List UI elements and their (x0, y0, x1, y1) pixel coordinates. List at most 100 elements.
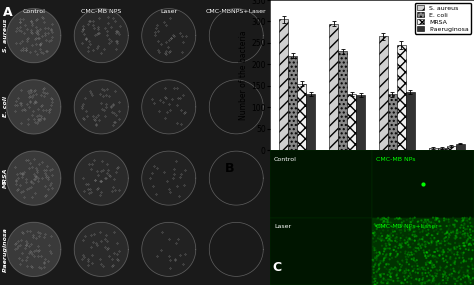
Point (435, 239, 442, 243)
Point (401, 227, 409, 231)
Text: CMC-MB NPs+Laser: CMC-MB NPs+Laser (376, 224, 438, 229)
Point (432, 274, 439, 278)
Point (376, 237, 384, 242)
Point (416, 265, 424, 270)
Point (381, 223, 389, 227)
Point (452, 235, 460, 240)
Point (406, 270, 414, 275)
Point (420, 256, 428, 260)
Point (424, 233, 431, 237)
Point (456, 268, 464, 273)
Point (397, 217, 405, 221)
Point (383, 252, 391, 256)
Point (447, 248, 455, 252)
Point (446, 272, 453, 277)
Point (431, 218, 439, 223)
Point (378, 281, 386, 285)
Point (386, 224, 393, 229)
Polygon shape (74, 9, 128, 63)
Point (403, 260, 410, 264)
Point (424, 265, 431, 270)
Point (404, 252, 411, 257)
Point (460, 223, 467, 228)
Point (431, 228, 438, 232)
Point (435, 216, 442, 221)
Bar (270, 217, 372, 285)
Point (453, 229, 460, 233)
Point (428, 263, 436, 267)
Point (453, 231, 460, 235)
Point (411, 234, 419, 239)
Point (380, 260, 387, 264)
Point (466, 227, 474, 232)
Point (393, 216, 401, 220)
Point (402, 255, 410, 259)
Point (424, 240, 431, 245)
Point (369, 274, 376, 279)
Point (468, 262, 474, 267)
Point (404, 227, 411, 232)
Point (442, 258, 449, 262)
Point (400, 267, 408, 272)
Point (448, 271, 456, 276)
Point (447, 242, 454, 246)
Point (445, 235, 453, 240)
Point (409, 218, 416, 223)
Point (408, 250, 415, 255)
Point (444, 276, 452, 280)
Point (420, 280, 428, 285)
Point (450, 231, 457, 236)
Point (428, 240, 435, 244)
Point (378, 234, 386, 238)
Point (411, 215, 419, 220)
Point (463, 239, 470, 244)
Point (459, 275, 467, 280)
Point (434, 249, 441, 253)
Point (419, 238, 427, 243)
Point (425, 231, 432, 236)
Point (383, 262, 390, 266)
Point (469, 267, 474, 271)
Point (447, 229, 455, 233)
Point (407, 220, 414, 225)
Point (400, 219, 408, 223)
Point (444, 250, 452, 254)
Point (419, 271, 426, 275)
Point (406, 216, 414, 221)
Point (422, 262, 430, 267)
Point (432, 215, 439, 220)
Point (436, 281, 444, 285)
Point (436, 241, 443, 246)
Point (383, 263, 390, 267)
Point (438, 239, 445, 243)
Point (380, 272, 388, 276)
Point (454, 250, 461, 255)
Point (380, 228, 387, 233)
Polygon shape (74, 222, 128, 276)
Point (438, 249, 446, 254)
Point (459, 241, 466, 246)
Point (447, 255, 454, 259)
Point (382, 278, 390, 283)
Point (392, 226, 400, 231)
Point (429, 265, 437, 270)
Point (369, 264, 376, 269)
Point (383, 243, 390, 248)
Point (398, 228, 405, 232)
Point (415, 248, 423, 252)
Point (411, 229, 419, 234)
Point (387, 231, 395, 236)
Point (387, 238, 394, 243)
Point (411, 259, 419, 264)
Point (387, 275, 395, 279)
Point (427, 278, 435, 282)
Point (422, 217, 430, 222)
Point (469, 238, 474, 243)
Bar (279, 19, 288, 150)
Point (464, 218, 471, 223)
Point (379, 216, 386, 220)
Point (375, 262, 383, 267)
Point (387, 223, 395, 228)
Polygon shape (7, 9, 61, 63)
Point (460, 226, 467, 230)
